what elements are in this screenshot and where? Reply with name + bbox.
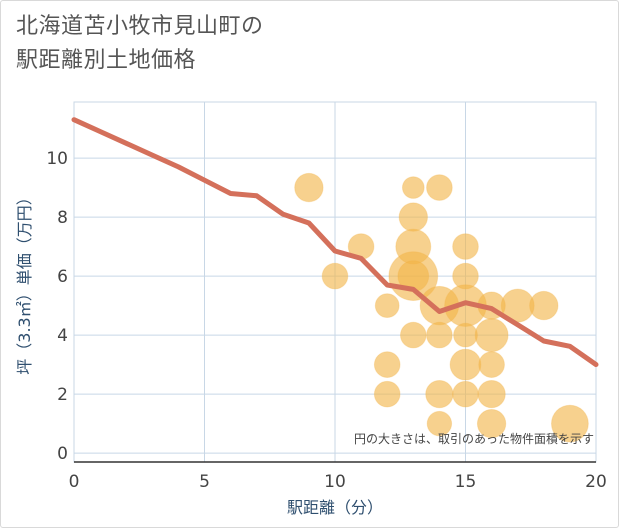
- bubble-point: [426, 174, 453, 201]
- y-tick-label: 8: [57, 208, 68, 228]
- bubble-point: [399, 321, 427, 349]
- bubble-point: [477, 379, 506, 409]
- bubble-point: [449, 348, 482, 381]
- bubble-point: [426, 410, 453, 437]
- x-tick-label: 10: [324, 472, 346, 492]
- bubble-point: [398, 202, 428, 232]
- bubble-point: [374, 293, 400, 318]
- bubble-point: [452, 380, 479, 408]
- bubble-point: [373, 351, 401, 378]
- bubble-point: [529, 290, 559, 321]
- trend-line: [71, 117, 599, 368]
- y-tick-label: 10: [46, 149, 68, 169]
- bubble-point: [294, 172, 324, 203]
- chart-title-line1: 北海道苫小牧市見山町の: [16, 14, 264, 39]
- y-tick-label: 4: [57, 326, 68, 346]
- bubble-point: [452, 233, 479, 260]
- x-tick-label: 15: [455, 472, 477, 492]
- bubble-point: [321, 262, 349, 290]
- bubble-point: [453, 322, 478, 348]
- tick-labels: 0 5 10 15 20 0 2 4 6 8 10: [46, 149, 606, 492]
- bubble-point: [478, 351, 505, 378]
- x-tick-label: 0: [69, 472, 80, 492]
- bubble-point: [474, 318, 509, 353]
- bubble-point: [373, 380, 401, 408]
- bubble-point: [395, 228, 432, 265]
- bubble-point: [452, 262, 479, 290]
- bubble-point: [551, 404, 589, 443]
- bubble-point: [426, 321, 453, 349]
- bubble-point: [425, 379, 454, 409]
- y-axis-label: 坪（3.3㎡）単価（万円）: [15, 189, 34, 374]
- bubble-point: [476, 408, 507, 439]
- chart-title: 北海道苫小牧市見山町の 駅距離別土地価格: [16, 10, 264, 78]
- chart-title-line2: 駅距離別土地価格: [16, 48, 197, 73]
- y-tick-label: 6: [57, 267, 68, 287]
- y-tick-label: 2: [57, 385, 68, 405]
- bubble-layer: [294, 172, 589, 443]
- x-tick-label: 5: [199, 472, 210, 492]
- bubble-size-note: 円の大きさは、取引のあった物件面積を示す: [354, 431, 594, 446]
- x-axis-label: 駅距離（分）: [287, 498, 383, 517]
- x-tick-label: 20: [585, 472, 607, 492]
- bubble-point: [401, 176, 425, 199]
- y-tick-label: 0: [57, 444, 68, 464]
